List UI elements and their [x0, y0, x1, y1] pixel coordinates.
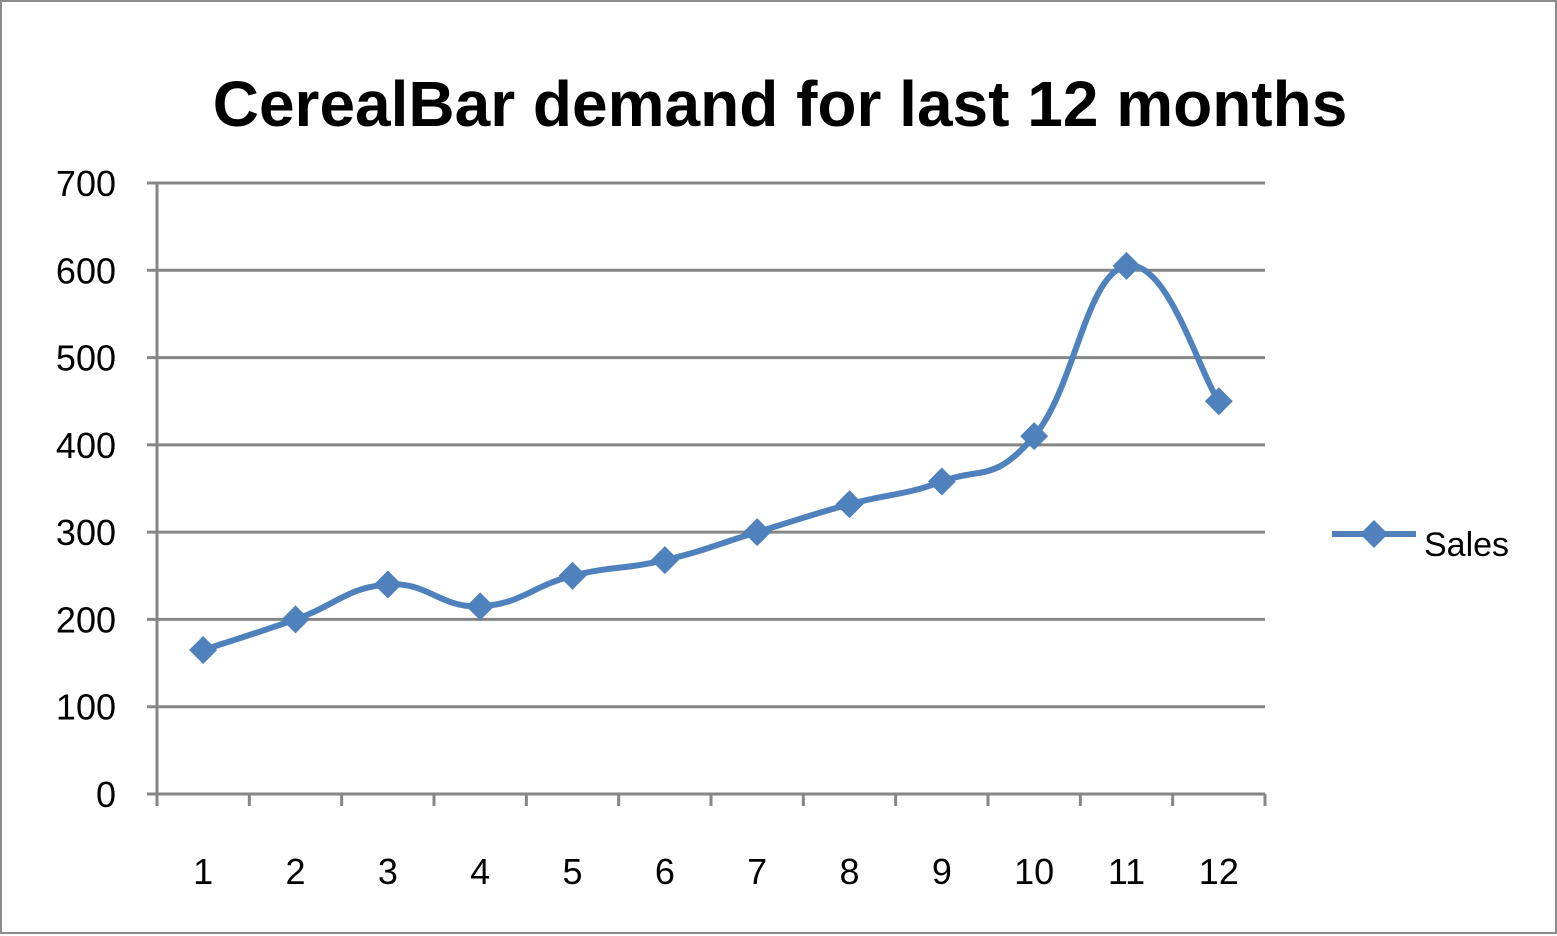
- series-line-sales: [200, 262, 1222, 653]
- data-point-10: [1020, 422, 1049, 451]
- data-point-3: [373, 570, 402, 599]
- data-point-4: [466, 592, 495, 621]
- x-tick-label: 10: [1014, 851, 1054, 892]
- x-tick-label: 4: [470, 851, 490, 892]
- y-tick-label: 700: [56, 163, 116, 204]
- y-tick-label: 100: [56, 687, 116, 728]
- series-sales: [189, 251, 1233, 664]
- x-tick-label: 9: [932, 851, 952, 892]
- y-tick-label: 500: [56, 338, 116, 379]
- data-point-7: [743, 518, 772, 547]
- x-tick-label: 12: [1199, 851, 1239, 892]
- x-tick-label: 2: [285, 851, 305, 892]
- x-tick-label: 7: [747, 851, 767, 892]
- x-tick-label: 11: [1108, 851, 1145, 892]
- x-tick-label: 5: [562, 851, 582, 892]
- data-point-11: [1112, 251, 1141, 280]
- y-axis-tick-labels: 0 100 200 300 400 500 600 700: [56, 163, 116, 815]
- x-tick-label: 6: [655, 851, 675, 892]
- legend-marker: [1360, 520, 1388, 548]
- data-point-5: [558, 561, 587, 590]
- x-tick-label: 1: [193, 851, 213, 892]
- data-point-2: [281, 605, 310, 634]
- axes: [147, 182, 1267, 806]
- x-axis-tick-labels: 1 2 3 4 5 6 7 8 9 10 11 12: [193, 851, 1239, 892]
- x-tick-label: 3: [378, 851, 398, 892]
- grid-lines: [147, 181, 1265, 709]
- data-point-1: [189, 635, 218, 664]
- y-tick-label: 200: [56, 599, 116, 640]
- legend: Sales: [1332, 520, 1509, 564]
- chart-title: CerealBar demand for last 12 months: [213, 68, 1348, 140]
- data-point-8: [835, 490, 864, 519]
- data-point-6: [650, 546, 679, 575]
- x-tick-label: 8: [839, 851, 859, 892]
- y-tick-label: 400: [56, 425, 116, 466]
- y-tick-label: 300: [56, 512, 116, 553]
- y-tick-label: 0: [96, 774, 116, 815]
- y-tick-label: 600: [56, 250, 116, 291]
- legend-label-sales: Sales: [1424, 526, 1509, 564]
- data-point-9: [927, 467, 956, 496]
- data-point-12: [1204, 387, 1233, 416]
